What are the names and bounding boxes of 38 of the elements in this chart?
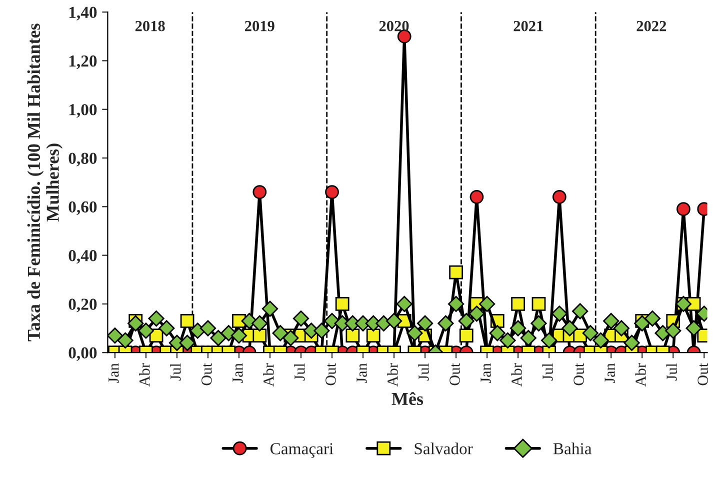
x-tick-label: Jul [418,363,429,381]
x-tick-label: Abr [139,363,150,387]
x-tick-label: Jan [108,363,119,384]
annotation: 2022 [636,20,666,32]
x-tick-label: Out [698,363,708,386]
x-tick-label: Jul [542,363,553,381]
y-tick-label: 1,20 [69,55,97,70]
y-tick-label: 0,00 [68,347,97,361]
x-tick-label: Abr [263,363,274,387]
annotation: 2020 [379,20,409,32]
x-tick-label: Out [574,363,584,386]
annotation: 2019 [245,20,274,32]
x-tick-label: Jan [232,363,243,384]
x-tick-label: Out [326,363,336,386]
x-tick-label: Abr [387,363,398,387]
y-tick-label: 1,00 [69,104,97,118]
x-tick-label: Jan [356,363,367,384]
x-tick-label: Abr [511,363,522,387]
legend-label: Bahia [553,442,592,454]
legend-label: Salvador [414,442,473,454]
x-tick-label: Abr [635,363,646,387]
x-tick-label: Jan [604,363,615,384]
x-axis-title: Mês [392,392,424,406]
y-axis-title: Taxa de Feminicídio. (100 Mil Habitantes Mulheres) [27,24,63,342]
x-tick-label: Out [202,363,212,386]
y-tick-label: 0,20 [68,298,97,312]
x-tick-label: Jan [480,363,491,384]
legend-label: Camaçari [270,443,334,458]
x-tick-label: Jul [666,363,677,381]
y-tick-label: 0,60 [68,201,97,216]
annotation: 2018 [135,20,165,32]
x-tick-label: Jul [294,363,305,381]
annotation: 2021 [514,20,543,32]
x-tick-label: Out [450,363,460,386]
y-tick-label: 0,80 [68,152,97,166]
y-tick-label: 0,40 [68,250,97,264]
x-tick-label: Jul [170,363,181,381]
y-tick-label: 1,40 [69,6,97,20]
